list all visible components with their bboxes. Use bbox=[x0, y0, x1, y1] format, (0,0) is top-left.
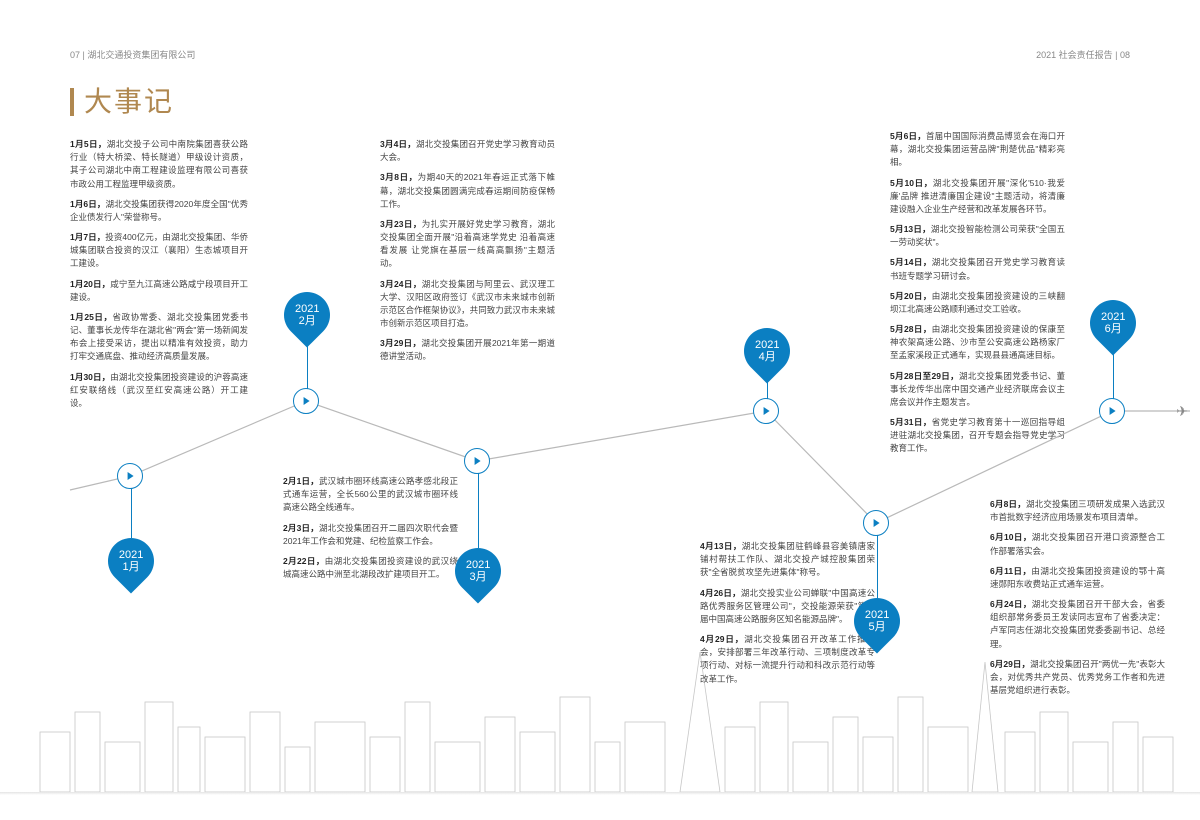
page-title: 大事记 bbox=[70, 88, 174, 116]
timeline-node bbox=[1099, 398, 1125, 424]
column-mar: 3月4日，湖北交投集团召开党史学习教育动员大会。 3月8日，为期40天的2021年… bbox=[380, 138, 555, 371]
event-entry: 1月7日，投资400亿元，由湖北交投集团、华侨城集团联合投资的汉江（襄阳）生态城… bbox=[70, 231, 248, 271]
event-entry: 1月6日，湖北交投集团获得2020年度全国"优秀企业债发行人"荣誉称号。 bbox=[70, 198, 248, 224]
event-entry: 4月13日，湖北交投集团驻鹤峰县容美镇唐家铺村帮扶工作队、湖北交投产城控股集团荣… bbox=[700, 540, 875, 580]
event-entry: 3月4日，湖北交投集团召开党史学习教育动员大会。 bbox=[380, 138, 555, 164]
event-entry: 5月10日，湖北交投集团开展"深化'510·我爱廉'品牌 推进清廉国企建设"主题… bbox=[890, 177, 1065, 217]
timeline-node bbox=[117, 463, 143, 489]
timeline-node bbox=[863, 510, 889, 536]
skyline-illustration bbox=[0, 642, 1200, 792]
column-feb: 2月1日，武汉城市圈环线高速公路孝感北段正式通车运营，全长560公里的武汉城市圈… bbox=[283, 475, 458, 588]
event-entry: 1月5日，湖北交投子公司中南院集团喜获公路行业（特大桥梁、特长隧道）甲级设计资质… bbox=[70, 138, 248, 191]
month-pin: 20213月 bbox=[455, 548, 501, 594]
month-pin: 20214月 bbox=[744, 328, 790, 374]
month-pin: 20212月 bbox=[284, 292, 330, 338]
month-pin: 20215月 bbox=[854, 598, 900, 644]
event-entry: 5月6日，首届中国国际消费品博览会在海口开幕，湖北交投集团运营品牌"荆楚优品"精… bbox=[890, 130, 1065, 170]
column-may: 5月6日，首届中国国际消费品博览会在海口开幕，湖北交投集团运营品牌"荆楚优品"精… bbox=[890, 130, 1065, 463]
page-header-right: 2021 社会责任报告 | 08 bbox=[1036, 48, 1130, 61]
event-entry: 6月8日，湖北交投集团三项研发成果入选武汉市首批数字经济应用场景发布项目清单。 bbox=[990, 498, 1165, 524]
timeline-node bbox=[293, 388, 319, 414]
event-entry: 1月25日，省政协常委、湖北交投集团党委书记、董事长龙传华在湖北省"两会"第一场… bbox=[70, 311, 248, 364]
pin-stem bbox=[478, 461, 479, 548]
event-entry: 2月3日，湖北交投集团召开二届四次职代会暨2021年工作会和党建、纪检监察工作会… bbox=[283, 522, 458, 548]
event-entry: 5月14日，湖北交投集团召开党史学习教育读书班专题学习研讨会。 bbox=[890, 256, 1065, 282]
event-entry: 4月26日，湖北交投实业公司蝉联"中国高速公路优秀服务区管理公司"，交投能源荣获… bbox=[700, 587, 875, 627]
event-entry: 3月23日，为扎实开展好党史学习教育，湖北交投集团全面开展"沿着高速学党史 沿着… bbox=[380, 218, 555, 271]
page-header-left: 07 | 湖北交通投资集团有限公司 bbox=[70, 48, 195, 61]
event-entry: 5月13日，湖北交投智能检测公司荣获"全国五一劳动奖状"。 bbox=[890, 223, 1065, 249]
event-entry: 3月8日，为期40天的2021年春运正式落下帷幕，湖北交投集团圆满完成春运期间防… bbox=[380, 171, 555, 211]
event-entry: 6月11日，由湖北交投集团投资建设的鄂十高速郧阳东收费站正式通车运营。 bbox=[990, 565, 1165, 591]
event-entry: 2月1日，武汉城市圈环线高速公路孝感北段正式通车运营，全长560公里的武汉城市圈… bbox=[283, 475, 458, 515]
event-entry: 1月30日，由湖北交投集团投资建设的沪蓉高速红安联络线（武汉至红安高速公路）开工… bbox=[70, 371, 248, 411]
event-entry: 5月20日，由湖北交投集团投资建设的三峡翻坝江北高速公路顺利通过交工验收。 bbox=[890, 290, 1065, 316]
timeline-node bbox=[464, 448, 490, 474]
ground-line bbox=[0, 792, 1200, 795]
plane-icon: ✈ bbox=[1176, 403, 1188, 420]
timeline-node bbox=[753, 398, 779, 424]
event-entry: 3月24日，湖北交投集团与阿里云、武汉理工大学、汉阳区政府签订《武汉市未来城市创… bbox=[380, 278, 555, 331]
month-pin: 20216月 bbox=[1090, 300, 1136, 346]
event-entry: 5月31日，省党史学习教育第十一巡回指导组进驻湖北交投集团，召开专题会指导党史学… bbox=[890, 416, 1065, 456]
event-entry: 5月28日至29日，湖北交投集团党委书记、董事长龙传华出席中国交通产业经济联席会… bbox=[890, 370, 1065, 410]
event-entry: 1月20日，咸宁至九江高速公路咸宁段项目开工建设。 bbox=[70, 278, 248, 304]
column-jan: 1月5日，湖北交投子公司中南院集团喜获公路行业（特大桥梁、特长隧道）甲级设计资质… bbox=[70, 138, 248, 417]
event-entry: 2月22日，由湖北交投集团投资建设的武汉绕城高速公路中洲至北湖段改扩建项目开工。 bbox=[283, 555, 458, 581]
event-entry: 5月28日，由湖北交投集团投资建设的保康至神农架高速公路、沙市至公安高速公路杨家… bbox=[890, 323, 1065, 363]
month-pin: 20211月 bbox=[108, 538, 154, 584]
event-entry: 6月10日，湖北交投集团召开港口资源整合工作部署落实会。 bbox=[990, 531, 1165, 557]
event-entry: 3月29日，湖北交投集团开展2021年第一期道德讲堂活动。 bbox=[380, 337, 555, 363]
